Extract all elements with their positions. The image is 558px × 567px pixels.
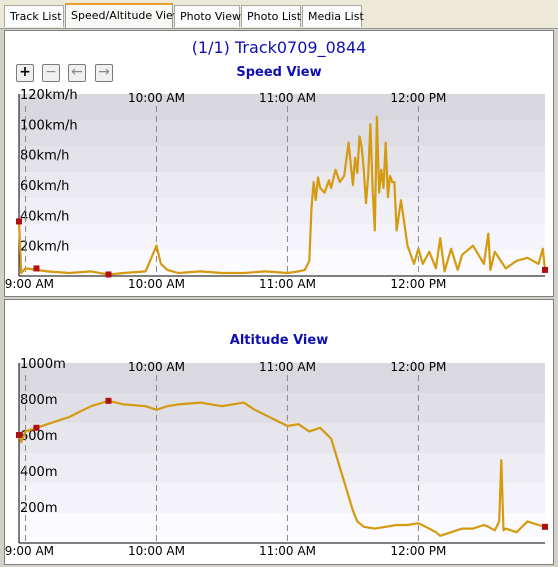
zoom-out-button[interactable]: − [42, 64, 60, 82]
y-tick-label: 60km/h [20, 179, 69, 194]
tab-photo-view[interactable]: Photo View [174, 5, 241, 27]
tab-photo-list[interactable]: Photo List [241, 5, 301, 27]
plot-band [19, 120, 545, 146]
altitude-panel: Altitude View 200m 400m 600m 800m 1000m 09:00… [4, 299, 554, 565]
top-tick-label: 10:00 AM [128, 360, 185, 374]
y-tick-label: 1000m [20, 357, 66, 372]
data-marker [33, 265, 40, 272]
data-marker [33, 424, 40, 431]
plot-band [19, 393, 545, 423]
zoom-out-icon: − [45, 64, 57, 80]
y-tick-label: 800m [20, 393, 57, 408]
top-tick-label: 11:00 AM [259, 91, 316, 105]
data-line [17, 115, 547, 276]
y-tick-label: 100km/h [20, 118, 78, 133]
speed-chart-title: Speed View [236, 65, 322, 80]
x-tick-label: 12:00 PM [390, 544, 446, 558]
y-tick-label: 200m [20, 501, 57, 516]
altitude-chart-title: Altitude View [229, 333, 329, 348]
data-marker [542, 266, 548, 273]
data-marker [105, 271, 112, 278]
y-tick-label: 40km/h [20, 209, 69, 224]
x-tick-label: 10:00 AM [128, 544, 185, 558]
plot-band [19, 94, 545, 120]
speed-panel: (1/1) Track0709_0844 + − ← → Speed View … [4, 30, 554, 297]
plot-band [19, 453, 545, 483]
y-tick-label: 120km/h [20, 88, 78, 103]
data-marker [16, 218, 22, 225]
data-marker [16, 432, 22, 438]
x-tick-label: 11:00 AM [259, 277, 316, 291]
top-tick-label: 11:00 AM [259, 360, 316, 374]
y-tick-label: 20km/h [20, 240, 69, 255]
zoom-in-button[interactable]: + [16, 64, 34, 82]
plot-band [19, 483, 545, 513]
plot-band [19, 172, 545, 198]
data-marker [105, 397, 112, 404]
forward-button[interactable]: → [95, 64, 113, 82]
plot-band [19, 198, 545, 224]
top-tick-label: 12:00 PM [390, 91, 446, 105]
data-line [17, 399, 546, 537]
plot-band [19, 513, 545, 543]
y-tick-label: 80km/h [20, 149, 69, 164]
x-tick-label: 10:00 AM [128, 277, 185, 291]
altitude-chart: 200m 400m 600m 800m 1000m 09:00 AM 10:00 AM 11:… [5, 357, 548, 558]
y-tick-label: 400m [20, 465, 57, 480]
speed-chart: 20km/h 40km/h 60km/h 80km/h 100km/h 120km/h 09… [5, 88, 548, 291]
x-tick-label: 12:00 PM [390, 277, 446, 291]
top-tick-label: 10:00 AM [128, 91, 185, 105]
back-arrow-icon: ← [71, 64, 83, 80]
tab-media-list[interactable]: Media List [302, 5, 364, 27]
top-tick-label: 12:00 PM [390, 360, 446, 374]
plot-band [19, 423, 545, 453]
y-tick-label: 600m [20, 429, 57, 444]
track-title: (1/1) Track0709_0844 [191, 38, 367, 57]
tab-track-list[interactable]: Track List [4, 5, 64, 27]
zoom-in-icon: + [19, 64, 31, 80]
plot-band [19, 224, 545, 250]
back-button[interactable]: ← [68, 64, 86, 82]
x-tick-label: 09:00 AM [5, 277, 54, 291]
plot-band [19, 146, 545, 172]
plot-band [19, 363, 545, 393]
tab-speed-altitude-view[interactable]: Speed/Altitude View [65, 3, 182, 28]
data-marker [542, 523, 548, 530]
tab-strip: Track List Speed/Altitude View Photo Vie… [0, 0, 558, 29]
forward-arrow-icon: → [98, 64, 110, 80]
x-tick-label: 09:00 AM [5, 544, 54, 558]
x-tick-label: 11:00 AM [259, 544, 316, 558]
